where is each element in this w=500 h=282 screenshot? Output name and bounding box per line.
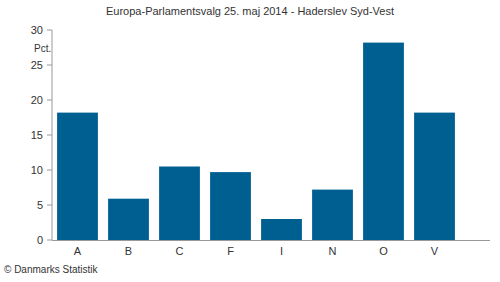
bar bbox=[261, 219, 302, 240]
x-tick-label: I bbox=[280, 245, 283, 257]
bar bbox=[363, 43, 404, 240]
y-tick bbox=[47, 205, 52, 206]
bar bbox=[414, 113, 455, 240]
y-tick bbox=[47, 65, 52, 66]
y-axis bbox=[52, 30, 53, 240]
y-tick-label: 10 bbox=[31, 164, 43, 176]
y-tick bbox=[47, 240, 52, 241]
x-tick-label: A bbox=[74, 245, 82, 257]
x-tick-label: C bbox=[176, 245, 184, 257]
bar bbox=[210, 172, 251, 240]
title: Europa-Parlamentsvalg 25. maj 2014 - Had… bbox=[106, 5, 394, 17]
y-tick bbox=[47, 100, 52, 101]
x-axis bbox=[52, 240, 490, 241]
y-tick bbox=[47, 135, 52, 136]
bar bbox=[108, 199, 149, 240]
y-tick-label: 5 bbox=[37, 199, 43, 211]
y-tick bbox=[47, 170, 52, 171]
chart: Europa-Parlamentsvalg 25. maj 2014 - Had… bbox=[0, 0, 500, 282]
bar bbox=[312, 190, 353, 240]
bar bbox=[159, 167, 200, 241]
y-tick-label: 30 bbox=[31, 24, 43, 36]
y-tick bbox=[47, 30, 52, 31]
x-tick-label: F bbox=[227, 245, 234, 257]
bars bbox=[57, 43, 455, 240]
x-tick-label: B bbox=[125, 245, 132, 257]
y-axis-label: Pct. bbox=[34, 43, 51, 54]
x-tick-label: V bbox=[431, 245, 439, 257]
y-tick-label: 25 bbox=[31, 59, 43, 71]
y-tick-label: 20 bbox=[31, 94, 43, 106]
bar bbox=[57, 113, 98, 240]
source: © Danmarks Statistik bbox=[4, 264, 99, 275]
y-tick-label: 15 bbox=[31, 129, 43, 141]
x-tick-label: O bbox=[379, 245, 388, 257]
y-tick-label: 0 bbox=[37, 234, 43, 246]
x-tick-label: N bbox=[329, 245, 337, 257]
